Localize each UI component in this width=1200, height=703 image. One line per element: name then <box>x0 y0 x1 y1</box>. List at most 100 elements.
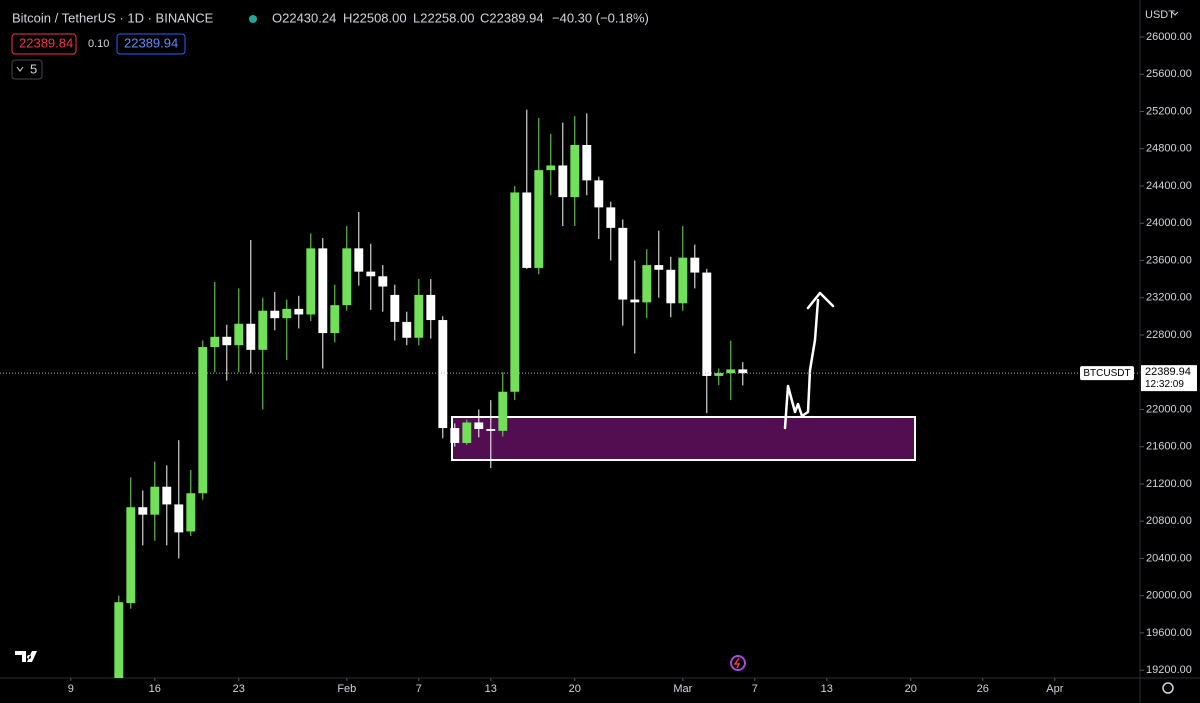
candle-body <box>666 269 676 304</box>
x-tick-label: 9 <box>68 683 74 695</box>
lightning-icon[interactable] <box>730 655 746 671</box>
x-tick-label: 20 <box>569 683 581 695</box>
candle-body <box>222 336 232 346</box>
x-tick-label: 26 <box>977 683 989 695</box>
candle-body <box>246 323 256 350</box>
candle-body <box>234 323 244 346</box>
y-tick-label: 20800.00 <box>1146 515 1192 527</box>
plot-area <box>114 109 916 678</box>
y-tick-label: 21200.00 <box>1146 478 1192 490</box>
candle-body <box>726 369 736 374</box>
candle-body <box>318 248 328 334</box>
y-tick-label: 20000.00 <box>1146 590 1192 602</box>
bid-price: 22389.84 <box>19 35 73 50</box>
ask-box[interactable] <box>116 33 186 55</box>
candle-body <box>270 310 280 319</box>
market-status <box>249 15 257 23</box>
candle-body <box>690 257 700 273</box>
ask-price: 22389.94 <box>124 35 178 50</box>
y-tick-label: 22000.00 <box>1146 403 1192 415</box>
last-price-box <box>1141 365 1197 392</box>
x-tick-label: 7 <box>752 683 758 695</box>
candle-body <box>150 486 160 515</box>
spread: 0.10 <box>88 38 109 50</box>
ohlc-high: H22508.00 <box>343 10 407 25</box>
y-tick-label: 24400.00 <box>1146 180 1192 192</box>
candle-body <box>510 192 520 392</box>
bid-box[interactable] <box>11 33 77 55</box>
symbol: Bitcoin / TetherUS · 1D · BINANCE <box>12 10 214 25</box>
candle-body <box>486 428 496 431</box>
indicators-toggle[interactable] <box>11 59 43 80</box>
lightning-bolt <box>733 657 741 669</box>
candle-body <box>258 310 268 350</box>
candle-body <box>438 320 448 429</box>
x-tick-label: 20 <box>905 683 917 695</box>
candle-body <box>714 373 724 376</box>
x-tick-label: 16 <box>149 683 161 695</box>
candle-body <box>198 347 208 494</box>
x-tick-label: 23 <box>233 683 245 695</box>
indicators-count: 5 <box>30 61 37 76</box>
x-tick-label: Apr <box>1046 683 1063 695</box>
candle-body <box>306 248 316 315</box>
candle-body <box>366 271 376 277</box>
ohlc-change: −40.30 (−0.18%) <box>552 10 649 25</box>
candle-body <box>354 248 364 272</box>
ohlc-open: O22430.24 <box>272 10 336 25</box>
y-tick-label: 19600.00 <box>1146 627 1192 639</box>
x-tick-label: 13 <box>485 683 497 695</box>
candle-body <box>426 294 436 321</box>
candle-body <box>594 180 604 208</box>
x-tick-label: Mar <box>673 683 692 695</box>
candle-body <box>606 207 616 228</box>
symbol-tag: BTCUSDT <box>1083 368 1130 379</box>
y-tick-label: 20400.00 <box>1146 552 1192 564</box>
y-tick-label: 24800.00 <box>1146 143 1192 155</box>
currency-chevron <box>1171 11 1179 16</box>
y-tick-label: 25600.00 <box>1146 68 1192 80</box>
candle-body <box>342 248 352 306</box>
candle-body <box>654 265 664 270</box>
candle-body <box>174 504 184 533</box>
y-tick-label: 22800.00 <box>1146 329 1192 341</box>
candle-body <box>582 144 592 181</box>
candle-body <box>546 165 556 171</box>
candle-body <box>162 486 172 505</box>
chevron <box>16 66 24 72</box>
candle-body <box>558 165 568 198</box>
y-tick-label: 26000.00 <box>1146 31 1192 43</box>
projection-arrow <box>783 291 835 430</box>
ohlc-close: C22389.94 <box>480 10 544 25</box>
y-tick-label: 21600.00 <box>1146 441 1192 453</box>
candle-body <box>702 272 712 376</box>
candle-body <box>138 507 148 515</box>
settings-icon[interactable] <box>1162 682 1174 694</box>
candle-body <box>498 391 508 431</box>
x-tick-label: 13 <box>821 683 833 695</box>
candle-body <box>738 369 748 374</box>
countdown: 12:32:09 <box>1145 379 1184 390</box>
ohlc-low: L22258.00 <box>413 10 474 25</box>
candle-body <box>414 294 424 338</box>
x-tick-label: 7 <box>416 683 422 695</box>
candle-body <box>282 308 292 319</box>
candle-body <box>474 422 484 429</box>
currency: USDT <box>1145 9 1175 21</box>
y-tick-label: 23200.00 <box>1146 292 1192 304</box>
candle-body <box>450 428 460 443</box>
candle-body <box>630 299 640 303</box>
y-tick-label: 19200.00 <box>1146 664 1192 676</box>
y-tick-label: 25200.00 <box>1146 105 1192 117</box>
candle-body <box>402 321 412 338</box>
candle-body <box>186 493 196 532</box>
y-tick-label: 24000.00 <box>1146 217 1192 229</box>
candle-body <box>642 265 652 303</box>
candle-body <box>570 144 580 198</box>
candle-body <box>678 257 688 304</box>
candle-body <box>462 422 472 443</box>
candle-body <box>114 602 124 678</box>
tv-logo <box>15 651 37 662</box>
